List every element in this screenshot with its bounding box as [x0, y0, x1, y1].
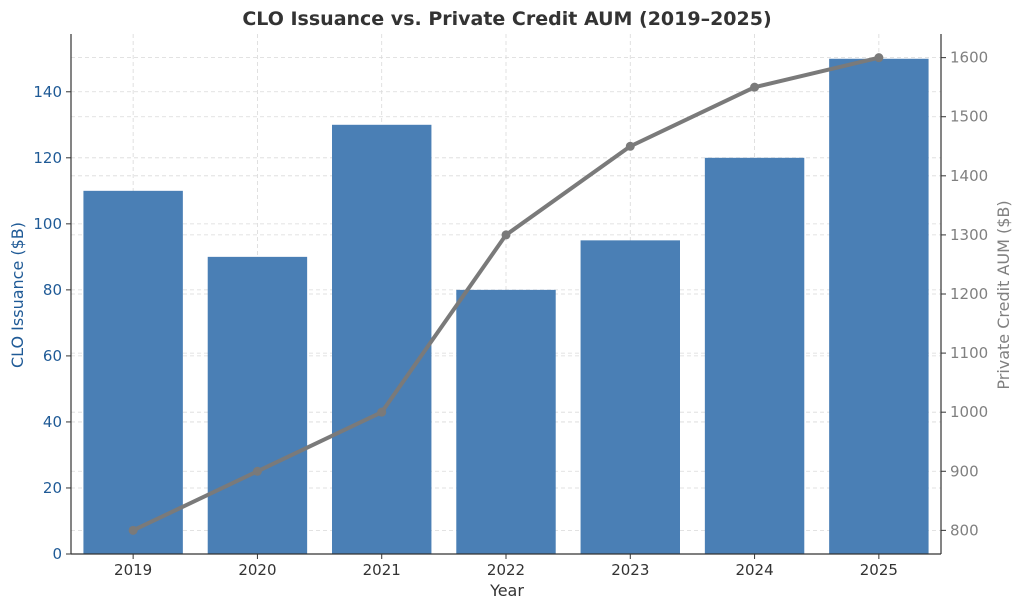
y-left-tick-label: 120	[33, 149, 62, 167]
x-tick-label: 2024	[735, 561, 773, 579]
bar	[83, 190, 183, 555]
x-tick-label: 2019	[114, 561, 152, 579]
x-tick-label: 2022	[487, 561, 525, 579]
y-right-axis-label: Private Credit AUM ($B)	[994, 200, 1013, 389]
x-tick-label: 2020	[238, 561, 276, 579]
y-right-tick-label: 1300	[950, 226, 988, 244]
y-right-tick-label: 1400	[950, 167, 988, 185]
aum-line-point	[750, 82, 760, 92]
y-left-tick-label: 100	[33, 215, 62, 233]
x-tick-label: 2025	[860, 561, 898, 579]
chart-title: CLO Issuance vs. Private Credit AUM (201…	[242, 8, 771, 30]
y-left-tick-label: 0	[52, 545, 62, 563]
tick-labels: 2019 2020 2021 2022 2023 2024 2025 0 20 40 60 80 100…	[33, 49, 988, 579]
y-right-tick-label: 1000	[950, 403, 988, 421]
bar	[456, 289, 556, 554]
aum-line	[128, 53, 884, 535]
y-left-tick-label: 80	[43, 281, 62, 299]
y-right-tick-label: 1600	[950, 49, 988, 67]
y-right-tick-label: 900	[950, 462, 979, 480]
y-right-tick-label: 1200	[950, 285, 988, 303]
aum-line-point	[252, 466, 262, 476]
aum-line-point	[128, 525, 138, 535]
y-left-tick-label: 140	[33, 83, 62, 101]
y-right-tick-label: 1500	[950, 108, 988, 126]
y-right-tick-label: 1100	[950, 344, 988, 362]
x-tick-label: 2023	[611, 561, 649, 579]
x-tick-label: 2021	[363, 561, 401, 579]
bar	[332, 124, 432, 555]
y-left-axis-label: CLO Issuance ($B)	[8, 222, 27, 368]
y-right-tick-label: 800	[950, 521, 979, 539]
bar	[207, 256, 308, 554]
axes	[66, 34, 946, 559]
y-left-tick-label: 40	[43, 413, 62, 431]
aum-line-point	[501, 230, 511, 240]
bar	[829, 58, 929, 555]
y-left-tick-label: 20	[43, 479, 62, 497]
bars	[83, 58, 929, 555]
y-left-tick-label: 60	[43, 347, 62, 365]
aum-line-point	[625, 141, 635, 151]
bar	[704, 157, 805, 555]
aum-line-point	[874, 53, 884, 63]
bar	[580, 240, 680, 554]
x-axis-label: Year	[489, 581, 524, 600]
aum-line-point	[377, 407, 387, 417]
